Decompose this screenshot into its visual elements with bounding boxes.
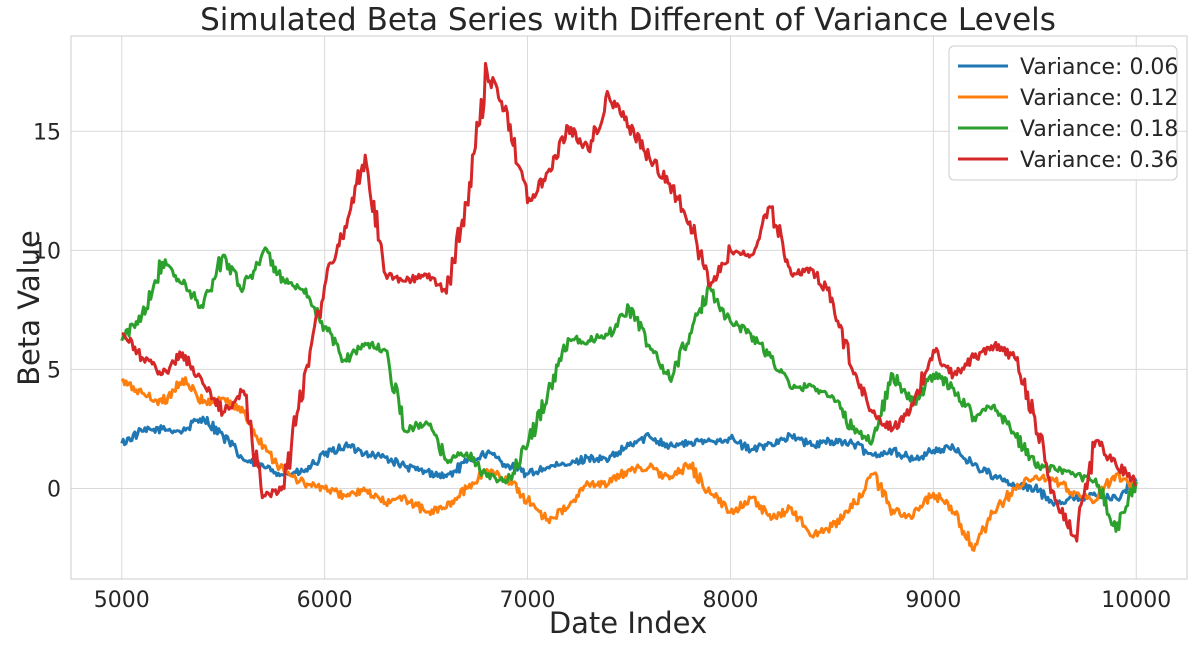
x-tick-label: 6000 bbox=[297, 588, 353, 613]
legend: Variance: 0.06 Variance: 0.12 Variance: 0.… bbox=[948, 45, 1178, 181]
y-tick-label: 0 bbox=[47, 478, 61, 503]
legend-label: Variance: 0.18 bbox=[1020, 117, 1178, 142]
legend-label: Variance: 0.36 bbox=[1020, 148, 1178, 173]
series-line bbox=[120, 376, 1137, 552]
x-tick-label: 8000 bbox=[702, 588, 758, 613]
x-tick-label: 7000 bbox=[500, 588, 556, 613]
y-tick-label: 10 bbox=[33, 239, 61, 264]
series-line bbox=[121, 61, 1138, 543]
x-axis-label: Date Index bbox=[549, 606, 707, 640]
legend-label: Variance: 0.06 bbox=[1020, 55, 1178, 80]
x-tick-label: 9000 bbox=[905, 588, 961, 613]
series-lines bbox=[120, 61, 1138, 552]
plot-area-frame bbox=[70, 35, 1188, 580]
legend-label: Variance: 0.12 bbox=[1020, 86, 1178, 111]
y-axis-label: Beta Value bbox=[12, 230, 46, 386]
y-tick-label: 15 bbox=[33, 120, 61, 145]
series-line bbox=[120, 246, 1138, 533]
x-tick-label: 10000 bbox=[1101, 588, 1171, 613]
x-tick-label: 5000 bbox=[94, 588, 150, 613]
tick-labels: 5000 6000 7000 8000 9000 10000 0 5 10 15 bbox=[33, 120, 1171, 613]
chart-title: Simulated Beta Series with Different of … bbox=[200, 2, 1056, 38]
legend-box bbox=[948, 45, 1178, 181]
y-tick-label: 5 bbox=[47, 358, 61, 383]
